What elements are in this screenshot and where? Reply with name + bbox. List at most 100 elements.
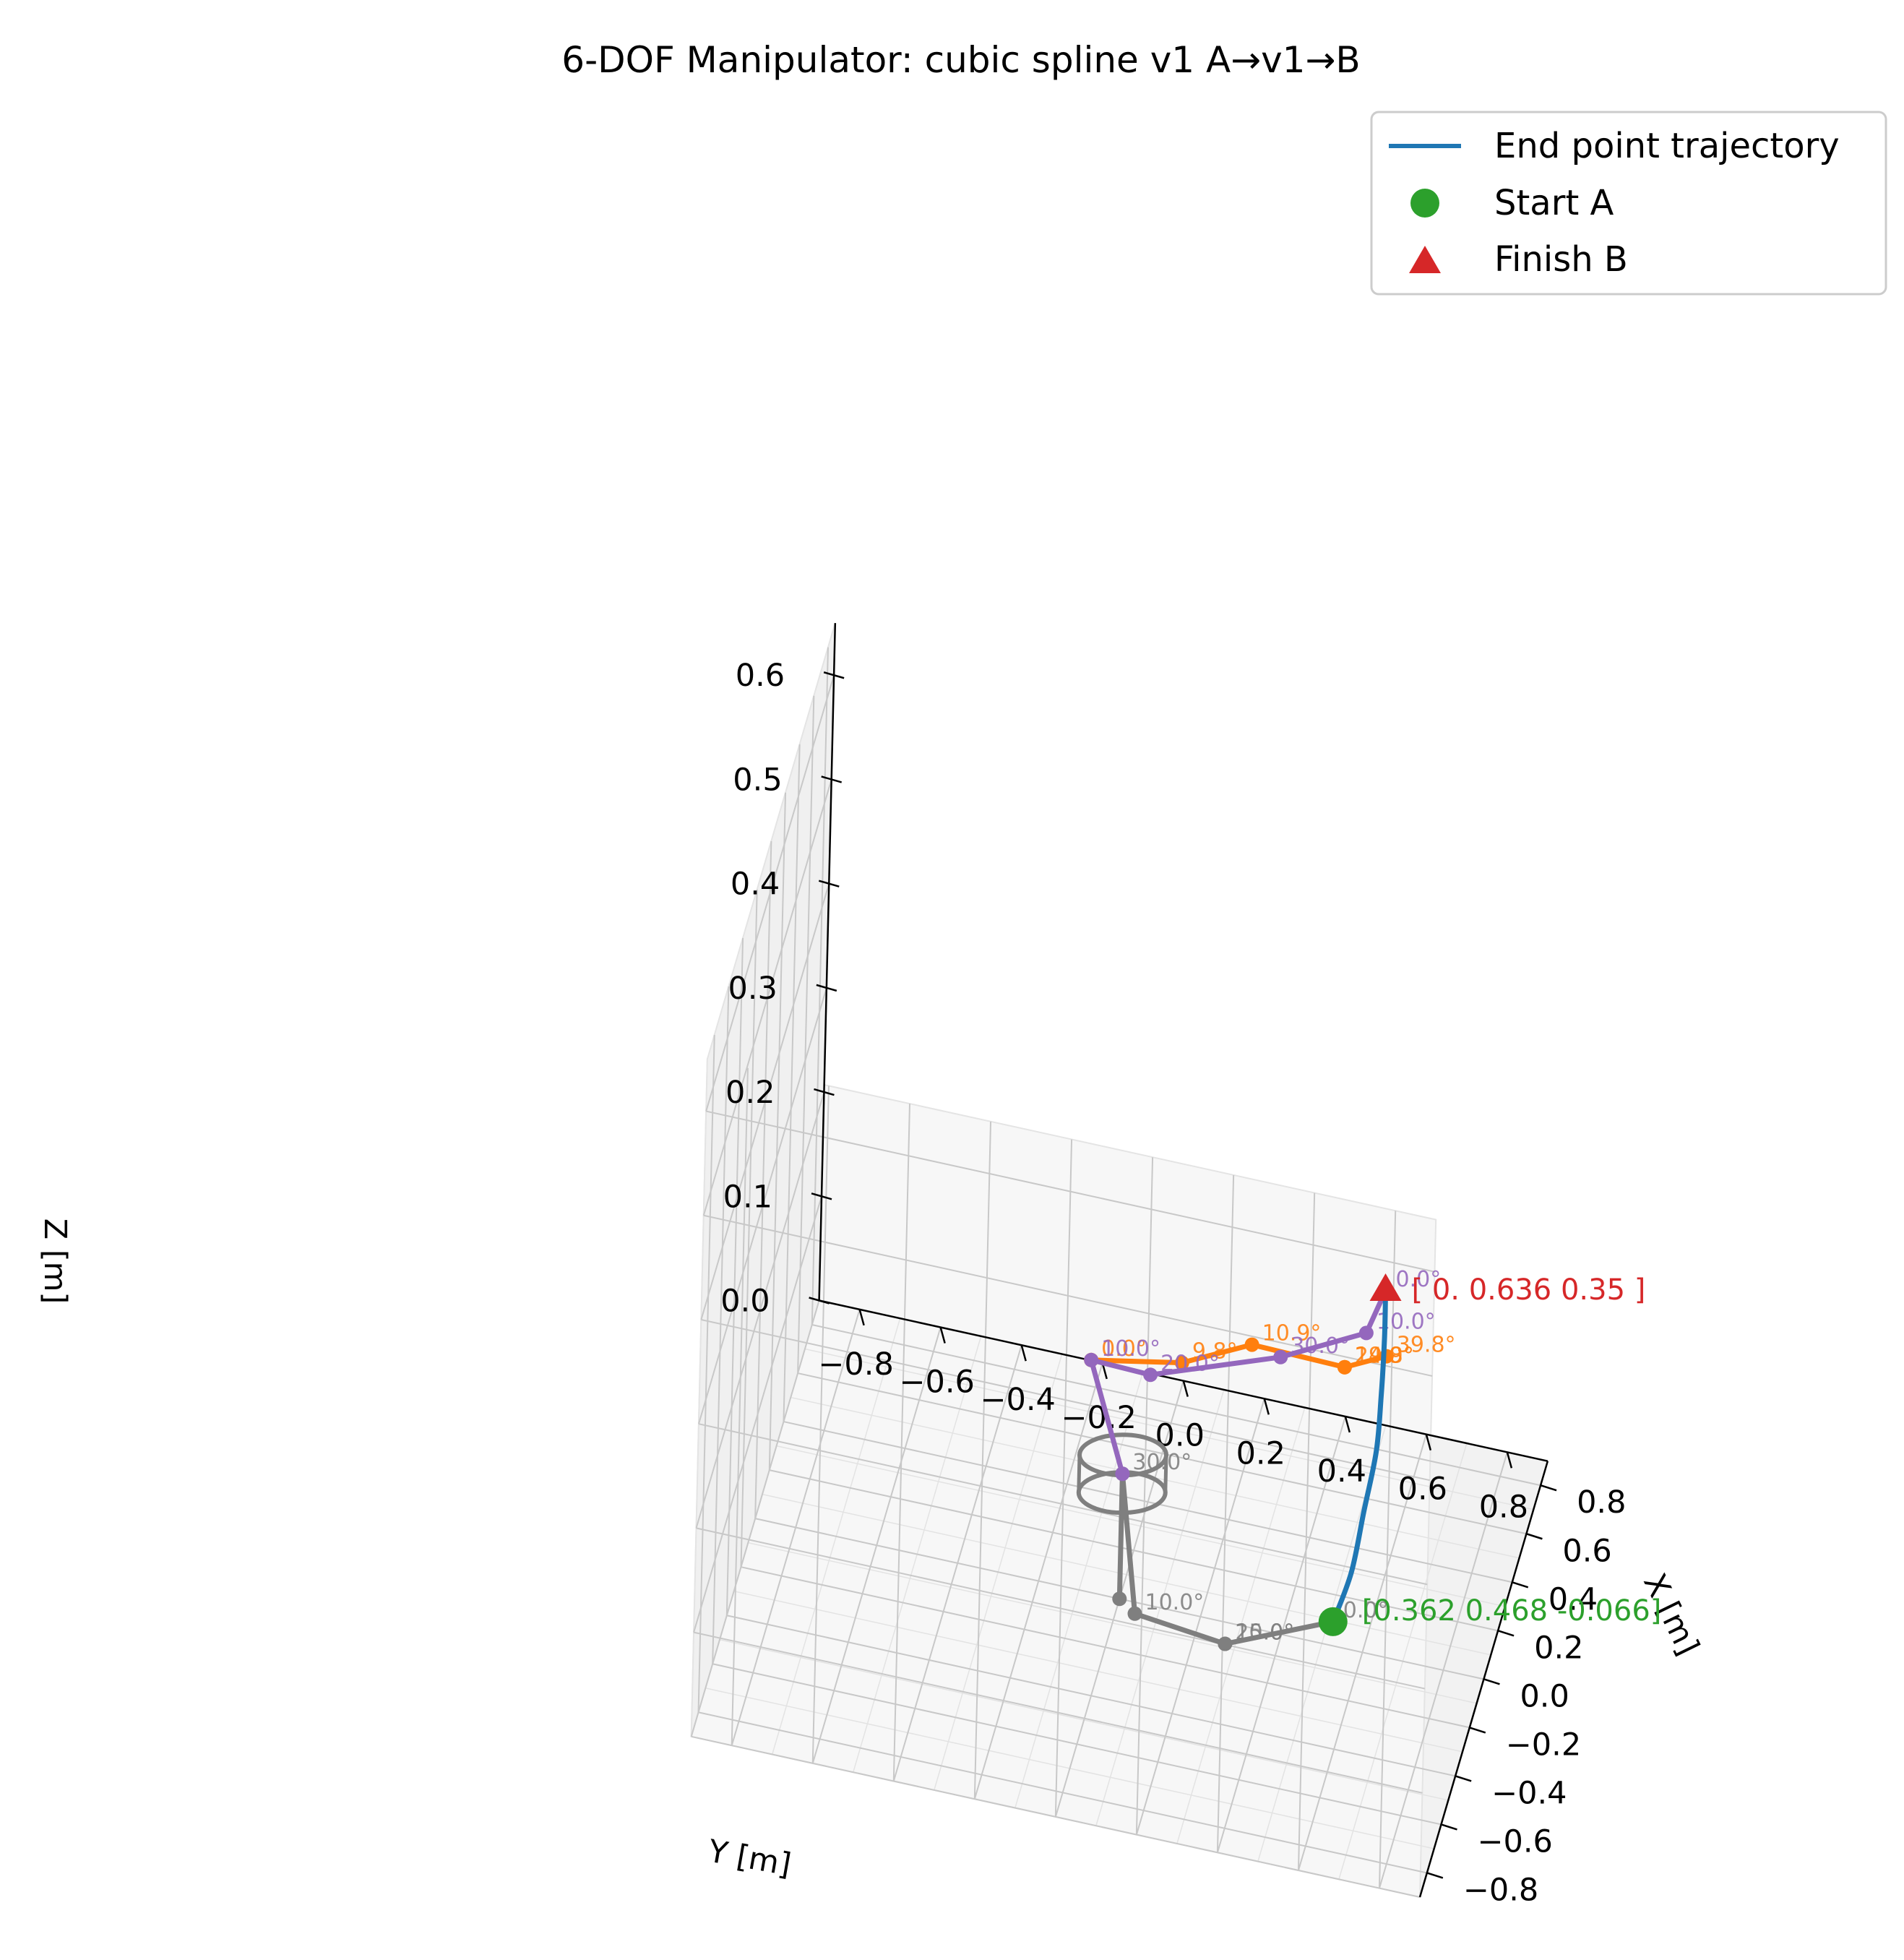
y-tick-mark [1182, 1380, 1189, 1397]
z-axis-line [818, 623, 837, 1301]
x-tick-mark [1483, 1678, 1500, 1685]
start-a-coordinate-label: [0.362 0.468 -0.066] [1362, 1594, 1662, 1628]
legend-item-finish: Finish B [1409, 239, 1628, 280]
y-axis-label: Y [m] [705, 1833, 793, 1883]
floor-gridline-y [1297, 1434, 1427, 1871]
back-wall-gridline-y [731, 1067, 749, 1746]
arm-pose-0-angle-label: 20.0° [1235, 1620, 1294, 1646]
z-tick-mark [809, 1297, 830, 1304]
floor-gridline-x [811, 1324, 1541, 1487]
x-tick-mark [1441, 1823, 1457, 1831]
z-tick-label: 0.3 [728, 971, 777, 1007]
back-wall-gridline-y [1054, 1139, 1073, 1817]
back-wall-gridline-y [811, 1086, 830, 1763]
gripper-post-left [1077, 1455, 1082, 1493]
z-tick-label: 0.5 [733, 762, 782, 798]
y-tick-label: −0.6 [899, 1364, 974, 1401]
y-tick-mark [1101, 1362, 1108, 1380]
back-wall-gridline-y [1378, 1211, 1397, 1888]
back-wall-gridline-z [698, 1423, 1428, 1586]
side-wall-gridline-z [697, 987, 827, 1424]
arm-pose-2-angle-label: 20.0° [1160, 1351, 1220, 1376]
y-tick-label: 0.8 [1479, 1489, 1528, 1525]
y-tick-mark [1506, 1452, 1513, 1469]
arm-pose-1-angle-label: 10.9° [1262, 1321, 1322, 1346]
side-wall-gridline-x [797, 695, 815, 1374]
back-wall-gridline-y [1297, 1192, 1316, 1870]
y-tick-label: 0.4 [1317, 1453, 1366, 1490]
back-wall-gridline-z [691, 1735, 1421, 1898]
z-tick-mark [816, 984, 837, 992]
back-wall-gridline-y [892, 1104, 911, 1781]
z-tick-label: 0.0 [720, 1284, 770, 1320]
y-tick-mark [1425, 1434, 1432, 1450]
z-tick-mark [821, 775, 843, 783]
side-wall-gridline-x [740, 889, 758, 1568]
x-tick-mark [1469, 1727, 1486, 1734]
x-tick-label: −0.4 [1491, 1775, 1567, 1811]
plot-marks: 30.0°10.0°20.0°15.0°0.0°0.0°9.8°10.9°29.… [1076, 1267, 1662, 1651]
y-tick-mark [858, 1309, 865, 1326]
end-point-trajectory-line [1330, 1290, 1388, 1623]
side-wall-gridline-x [768, 792, 787, 1471]
y-tick-label: 0.2 [1236, 1435, 1285, 1471]
arm-pose-1-joint [1337, 1359, 1352, 1375]
arm-pose-0-angle-label: 15.0° [1235, 1620, 1294, 1646]
finish-b-marker [1369, 1273, 1402, 1302]
chart-title: 6-DOF Manipulator: cubic spline v1 A→v1→… [561, 39, 1360, 81]
side-wall-gridline-z [705, 674, 835, 1112]
z-axis-label: Z [m] [37, 1218, 73, 1304]
y-tick-label: −0.8 [818, 1346, 893, 1383]
arm-pose-2-joint [1273, 1349, 1288, 1364]
back-wall-gridline-z [693, 1631, 1423, 1794]
legend-item-trajectory: End point trajectory [1389, 126, 1840, 166]
arm-pose-2-angle-label: 10.0° [1101, 1336, 1160, 1362]
y-tick-label: −0.2 [1061, 1400, 1137, 1436]
side-wall-gridline-z [695, 1091, 825, 1529]
legend-label-finish: Finish B [1494, 239, 1628, 280]
arm-pose-2-joint [1115, 1466, 1130, 1482]
x-tick-label: 0.2 [1534, 1630, 1583, 1666]
back-wall-gridline-y [1135, 1157, 1154, 1835]
x-tick-mark [1497, 1630, 1515, 1637]
side-wall-gridline-z [690, 1300, 820, 1737]
arm-pose-1-angle-label: 39.8° [1397, 1333, 1456, 1358]
arm-pose-0-angle-label: 0.0° [1343, 1598, 1389, 1623]
back-wall-gridline-z [696, 1527, 1426, 1690]
z-tick-mark [818, 880, 840, 887]
side-wall-gridline-z [702, 779, 832, 1216]
legend-box [1370, 111, 1887, 296]
legend-triangle-swatch [1409, 246, 1441, 273]
arm-pose-2-joint [1358, 1325, 1374, 1341]
side-wall-gridline-x [754, 841, 772, 1519]
arm-pose-2-joint [1084, 1352, 1099, 1367]
axes-lines [809, 623, 1557, 1898]
side-wall-gridline-z [693, 1196, 822, 1633]
arm-pose-1-angle-label: 0.0° [1101, 1336, 1147, 1362]
legend-label-trajectory: End point trajectory [1494, 126, 1840, 166]
arm-pose-2-angle-label: 30.0° [1291, 1333, 1350, 1359]
y-tick-label: 0.6 [1398, 1471, 1447, 1508]
start-a-marker [1318, 1607, 1348, 1636]
back-wall-gridline-y [1216, 1174, 1235, 1853]
x-tick-label: 0.4 [1548, 1581, 1598, 1617]
x-tick-mark [1455, 1775, 1472, 1782]
x-tick-label: −0.8 [1463, 1872, 1538, 1908]
legend-label-start: Start A [1494, 183, 1614, 223]
arm-pose-2-links [1088, 1289, 1388, 1475]
z-tick-mark [823, 671, 845, 679]
arm-pose-2-angle-label: 0.0° [1396, 1267, 1442, 1292]
arm-pose-1-joint [1174, 1355, 1189, 1370]
y-tick-mark [939, 1327, 946, 1344]
x-tick-label: 0.8 [1577, 1484, 1626, 1521]
side-wall-gridline-z [700, 883, 830, 1320]
y-tick-mark [1344, 1416, 1351, 1433]
arm-pose-0-angle-label: 30.0° [1132, 1450, 1192, 1475]
arm-pose-2-joint [1143, 1367, 1158, 1383]
arm-pose-0-angle-label: 10.0° [1145, 1590, 1204, 1615]
arm-pose-1-angle-label: 9.8° [1192, 1339, 1238, 1364]
x-tick-label: −0.2 [1506, 1727, 1581, 1763]
axes-gridlines [690, 647, 1541, 1898]
arm-pose-0-joint [1127, 1606, 1142, 1621]
